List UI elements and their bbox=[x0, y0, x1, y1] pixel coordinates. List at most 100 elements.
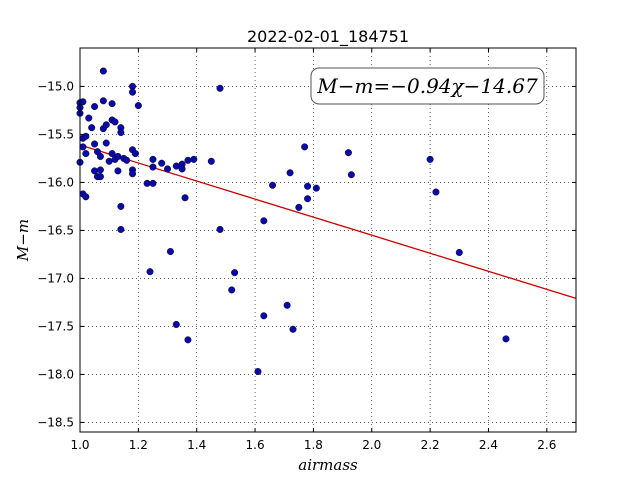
data-point bbox=[228, 286, 236, 294]
data-point bbox=[82, 150, 90, 158]
data-point bbox=[231, 269, 239, 277]
x-tick-label: 2.2 bbox=[421, 438, 440, 452]
ticks-layer: 1.0 1.2 1.4 1.6 1.8 2.0 2.2 2.4 2.6 −15.0 −15.5 −16… bbox=[37, 48, 576, 452]
data-point bbox=[260, 217, 268, 225]
y-tick-label: −17.5 bbox=[37, 319, 74, 333]
y-tick-label: −18.5 bbox=[37, 415, 74, 429]
data-point bbox=[96, 166, 104, 174]
data-point bbox=[129, 170, 137, 178]
data-point bbox=[102, 121, 110, 129]
data-point bbox=[129, 88, 137, 96]
data-point bbox=[85, 114, 93, 122]
data-point bbox=[295, 203, 303, 211]
data-point bbox=[190, 155, 198, 163]
data-point bbox=[426, 155, 434, 163]
plot-area bbox=[80, 48, 576, 432]
data-point bbox=[502, 335, 510, 343]
fit-equation-box-frame bbox=[310, 67, 545, 105]
data-point bbox=[123, 156, 131, 164]
data-point bbox=[96, 173, 104, 181]
data-point bbox=[432, 188, 440, 196]
data-point bbox=[304, 195, 312, 203]
data-point bbox=[216, 84, 224, 92]
data-point bbox=[99, 97, 107, 105]
x-tick-label: 1.4 bbox=[187, 438, 206, 452]
data-point bbox=[82, 193, 90, 201]
data-point bbox=[158, 159, 166, 167]
x-tick-label: 1.8 bbox=[304, 438, 323, 452]
data-point bbox=[102, 139, 110, 147]
fit-equation-label: M−m=−0.94χ−14.67 bbox=[316, 74, 538, 98]
data-point bbox=[301, 143, 309, 151]
x-tick-label: 1.2 bbox=[129, 438, 148, 452]
data-point bbox=[207, 157, 215, 165]
data-point bbox=[108, 150, 116, 158]
points-layer bbox=[76, 67, 510, 376]
data-point bbox=[99, 67, 107, 75]
y-tick-label: −17.0 bbox=[37, 271, 74, 285]
data-point bbox=[114, 152, 122, 160]
data-point bbox=[91, 167, 99, 175]
data-point bbox=[105, 157, 113, 165]
chart-title: 2022-02-01_184751 bbox=[247, 27, 409, 47]
data-point bbox=[143, 179, 151, 187]
data-point bbox=[184, 156, 192, 164]
data-point bbox=[164, 165, 172, 173]
x-tick-label: 1.6 bbox=[246, 438, 265, 452]
data-point bbox=[91, 103, 99, 111]
data-point bbox=[178, 165, 186, 173]
data-point bbox=[455, 248, 463, 256]
plot-frame bbox=[79, 47, 577, 433]
x-axis-label: airmass bbox=[298, 456, 358, 474]
data-point bbox=[283, 301, 291, 309]
data-point bbox=[216, 225, 224, 233]
fit-line-layer bbox=[79, 144, 577, 299]
data-point bbox=[117, 202, 125, 210]
grid bbox=[79, 48, 576, 432]
fit-line bbox=[79, 144, 577, 299]
data-point bbox=[114, 167, 122, 175]
data-point bbox=[149, 163, 157, 171]
data-point bbox=[131, 150, 139, 158]
x-tick-label: 2.6 bbox=[537, 438, 556, 452]
data-point bbox=[254, 368, 262, 376]
data-point bbox=[111, 118, 119, 126]
x-tick-label: 2.0 bbox=[362, 438, 381, 452]
y-tick-label: −16.5 bbox=[37, 223, 74, 237]
data-point bbox=[88, 124, 96, 132]
x-tick-label: 2.4 bbox=[479, 438, 498, 452]
data-point bbox=[260, 312, 268, 320]
data-point bbox=[117, 128, 125, 136]
data-point bbox=[289, 325, 297, 333]
data-point bbox=[149, 155, 157, 163]
data-point bbox=[269, 181, 277, 189]
data-point bbox=[181, 194, 189, 202]
data-point bbox=[79, 98, 87, 106]
data-point bbox=[347, 171, 355, 179]
data-point bbox=[286, 169, 294, 177]
data-point bbox=[312, 184, 320, 192]
data-point bbox=[184, 336, 192, 344]
data-point bbox=[166, 248, 174, 256]
y-tick-label: −16.0 bbox=[37, 175, 74, 189]
y-tick-label: −15.5 bbox=[37, 127, 74, 141]
data-point bbox=[146, 268, 154, 276]
data-point bbox=[134, 102, 142, 110]
data-point bbox=[304, 182, 312, 190]
data-point bbox=[172, 320, 180, 328]
data-point bbox=[344, 149, 352, 157]
data-point bbox=[79, 143, 87, 151]
fit-equation-box: M−m=−0.94χ−14.67 bbox=[310, 67, 545, 105]
data-point bbox=[172, 162, 180, 170]
y-tick-label: −18.0 bbox=[37, 367, 74, 381]
data-point bbox=[108, 100, 116, 108]
y-tick-label: −15.0 bbox=[37, 79, 74, 93]
x-tick-label: 1.0 bbox=[70, 438, 89, 452]
data-point bbox=[82, 132, 90, 140]
y-axis-label: M−m bbox=[14, 219, 32, 262]
data-point bbox=[149, 179, 157, 187]
data-point bbox=[91, 140, 99, 148]
data-point bbox=[96, 152, 104, 160]
